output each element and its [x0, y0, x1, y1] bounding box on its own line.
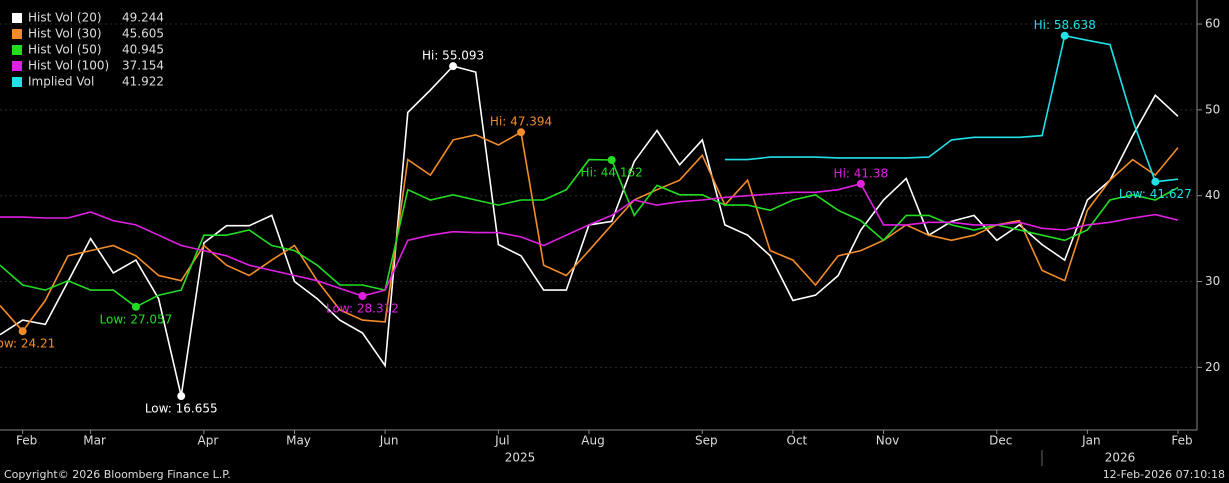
x-tick-label: Sep — [695, 434, 718, 448]
x-tick-label: Feb — [16, 434, 37, 448]
legend-label: Hist Vol (20) — [28, 11, 102, 25]
x-tick-label: Apr — [198, 434, 219, 448]
annotation-label: Hi: 55.093 — [422, 49, 484, 63]
year-label: 2025 — [505, 451, 536, 465]
y-tick-label: 30 — [1205, 274, 1220, 288]
legend-label: Hist Vol (50) — [28, 43, 102, 57]
annotation-label: Low: 41.627 — [1119, 187, 1192, 201]
annotation-label: Low: 16.655 — [145, 402, 218, 416]
legend-label: Implied Vol — [28, 75, 94, 89]
x-tick-label: May — [286, 434, 311, 448]
annotation-dot — [358, 292, 367, 301]
annotation-label: Hi: 41.38 — [834, 166, 889, 180]
annotation-dot — [607, 155, 616, 164]
annotation-dot — [856, 179, 865, 188]
legend-value: 45.605 — [122, 27, 164, 41]
footer-timestamp: 12-Feb-2026 07:10:18 — [1103, 468, 1225, 481]
legend-label: Hist Vol (30) — [28, 27, 102, 41]
annotation-label: Hi: 44.162 — [581, 165, 643, 179]
year-label: 2026 — [1105, 451, 1136, 465]
series-line — [0, 158, 1179, 308]
annotation-label: Low: 27.057 — [100, 312, 173, 326]
annotation-dot — [131, 302, 140, 311]
series-line — [0, 130, 1179, 333]
annotation-label: Low: 24.21 — [0, 337, 55, 351]
x-tick-label: Nov — [876, 434, 899, 448]
annotation-label: Low: 28.312 — [326, 302, 399, 316]
x-tick-label: Mar — [83, 434, 106, 448]
y-tick-label: 60 — [1205, 17, 1220, 31]
series-line — [0, 182, 1179, 297]
annotation-label: Hi: 47.394 — [490, 115, 552, 129]
legend-swatch — [12, 13, 22, 23]
x-tick-label: Dec — [989, 434, 1012, 448]
x-tick-label: Oct — [787, 434, 808, 448]
legend-swatch — [12, 77, 22, 87]
annotation-dot — [1151, 177, 1160, 186]
legend-value: 49.244 — [122, 11, 164, 25]
legend-value: 40.945 — [122, 43, 164, 57]
legend-swatch — [12, 29, 22, 39]
annotation-dot — [517, 128, 526, 137]
legend-label: Hist Vol (100) — [28, 59, 109, 73]
x-tick-label: Jul — [494, 434, 509, 448]
legend-value: 41.922 — [122, 75, 164, 89]
legend-value: 37.154 — [122, 59, 164, 73]
annotation-dot — [1060, 31, 1069, 40]
y-tick-label: 20 — [1205, 360, 1220, 374]
y-tick-label: 50 — [1205, 102, 1220, 116]
legend — [0, 8, 168, 92]
y-tick-label: 40 — [1205, 188, 1220, 202]
legend-swatch — [12, 45, 22, 55]
annotation-label: Hi: 58.638 — [1034, 18, 1096, 32]
series-line — [724, 34, 1179, 183]
annotation-dot — [449, 62, 458, 71]
x-tick-label: Jan — [1081, 434, 1101, 448]
footer-copyright: Copyright© 2026 Bloomberg Finance L.P. — [4, 468, 231, 481]
legend-swatch — [12, 61, 22, 71]
x-tick-label: Jun — [379, 434, 399, 448]
annotation-dot — [18, 327, 27, 336]
annotation-dot — [177, 392, 186, 401]
x-tick-label: Feb — [1171, 434, 1192, 448]
x-tick-label: Aug — [581, 434, 604, 448]
